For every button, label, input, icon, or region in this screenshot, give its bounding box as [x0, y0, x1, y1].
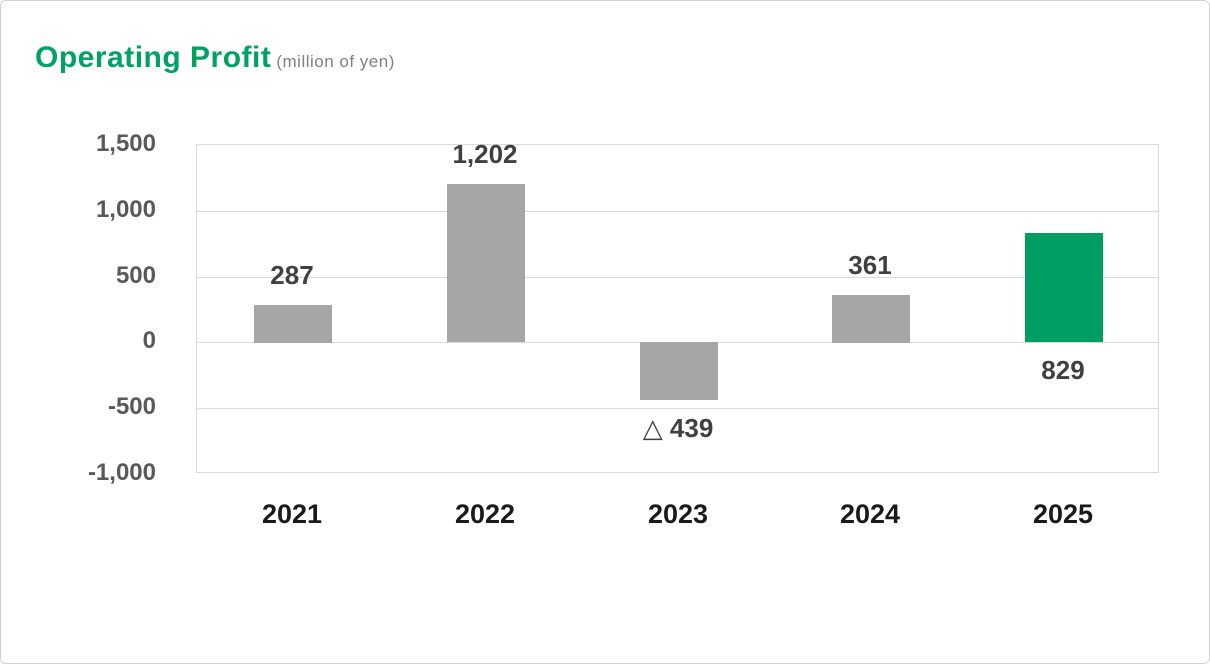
y-axis-tick-label: -500	[107, 393, 156, 420]
data-label-2023: △ 439	[642, 413, 714, 443]
chart-title-block: Operating Profit (million of yen)	[35, 41, 395, 75]
x-axis-tick-label-2024: 2024	[839, 499, 901, 529]
gridline	[197, 277, 1158, 278]
gridline	[197, 211, 1158, 212]
data-label-2022: 1,202	[452, 139, 518, 169]
y-axis-tick-label: 1,000	[95, 196, 156, 223]
y-axis-tick-label: 1,500	[95, 130, 156, 157]
bar-2022	[447, 184, 525, 342]
chart-title: Operating Profit	[35, 41, 272, 74]
plot-area	[196, 144, 1159, 473]
gridline	[197, 408, 1158, 409]
y-axis-tick-label: 0	[142, 327, 156, 354]
bar-2021	[254, 305, 332, 343]
chart-units-label: (million of yen)	[276, 52, 395, 71]
x-axis-tick-label-2023: 2023	[647, 499, 709, 529]
data-label-2021: 287	[270, 260, 314, 290]
bar-2023	[640, 342, 718, 400]
bar-2025	[1025, 233, 1103, 342]
bar-2024	[832, 295, 910, 343]
data-label-2024: 361	[848, 250, 892, 280]
y-axis-tick-label: 500	[115, 262, 156, 289]
x-axis-tick-label-2022: 2022	[454, 499, 516, 529]
y-axis-tick-label: -1,000	[87, 459, 156, 486]
x-axis-tick-label-2025: 2025	[1032, 499, 1094, 529]
data-label-2025: 829	[1041, 355, 1085, 385]
x-axis-tick-label-2021: 2021	[261, 499, 323, 529]
